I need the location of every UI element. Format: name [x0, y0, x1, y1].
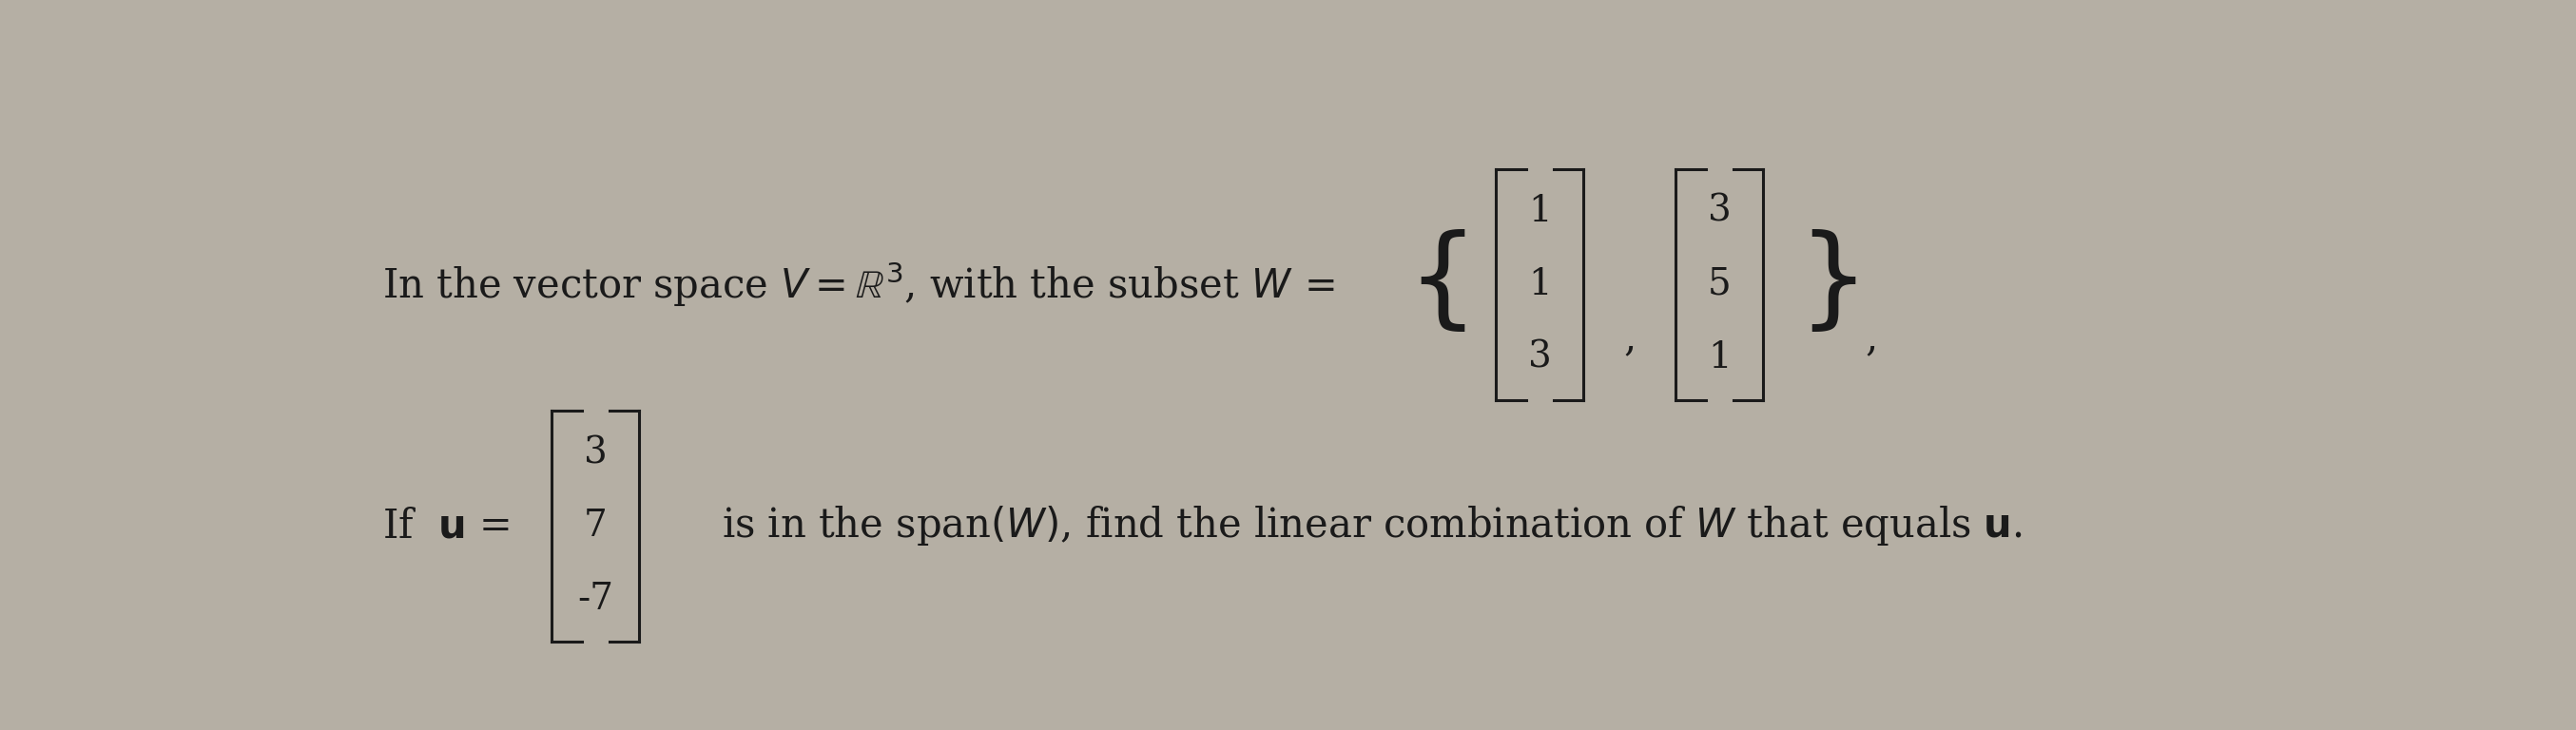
- Text: is in the span$(W)$, find the linear combination of $W$ that equals $\mathbf{u}$: is in the span$(W)$, find the linear com…: [721, 504, 2022, 548]
- Text: $\{$: $\{$: [1406, 230, 1466, 339]
- Text: If  $\mathbf{u}$ =: If $\mathbf{u}$ =: [381, 506, 510, 546]
- Text: $\}$: $\}$: [1798, 230, 1857, 339]
- Text: 1: 1: [1708, 340, 1731, 375]
- Text: 1: 1: [1528, 193, 1551, 228]
- Text: 1: 1: [1528, 266, 1551, 302]
- Text: 7: 7: [585, 509, 608, 544]
- Text: -7: -7: [577, 582, 613, 617]
- Text: 3: 3: [1528, 340, 1551, 375]
- Text: ,: ,: [1865, 319, 1878, 359]
- Text: 3: 3: [585, 435, 608, 471]
- Text: 5: 5: [1708, 266, 1731, 302]
- Text: ,: ,: [1623, 319, 1636, 359]
- Text: In the vector space $V = \mathbb{R}^3$, with the subset $W\/ =$: In the vector space $V = \mathbb{R}^3$, …: [381, 260, 1334, 309]
- Text: 3: 3: [1708, 193, 1731, 228]
